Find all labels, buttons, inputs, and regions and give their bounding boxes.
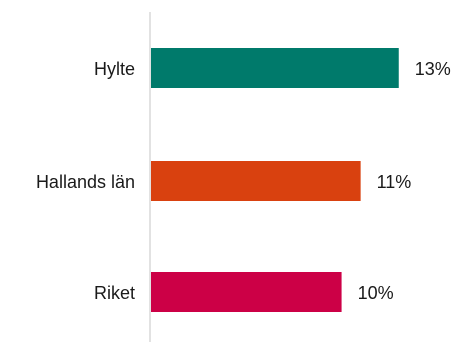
category-label-riket: Riket <box>94 283 135 303</box>
bar-hallands-l-n <box>151 161 361 201</box>
bars-layer: Hylte 13% Hallands län 11% Riket 10% <box>36 48 451 312</box>
category-label-hallands-l-n: Hallands län <box>36 172 135 192</box>
category-label-hylte: Hylte <box>94 59 135 79</box>
bar-riket <box>151 272 342 312</box>
value-label-hallands-l-n: 11% <box>377 172 412 192</box>
value-label-hylte: 13% <box>415 59 451 79</box>
value-label-riket: 10% <box>358 283 394 303</box>
bar-hylte <box>151 48 399 88</box>
